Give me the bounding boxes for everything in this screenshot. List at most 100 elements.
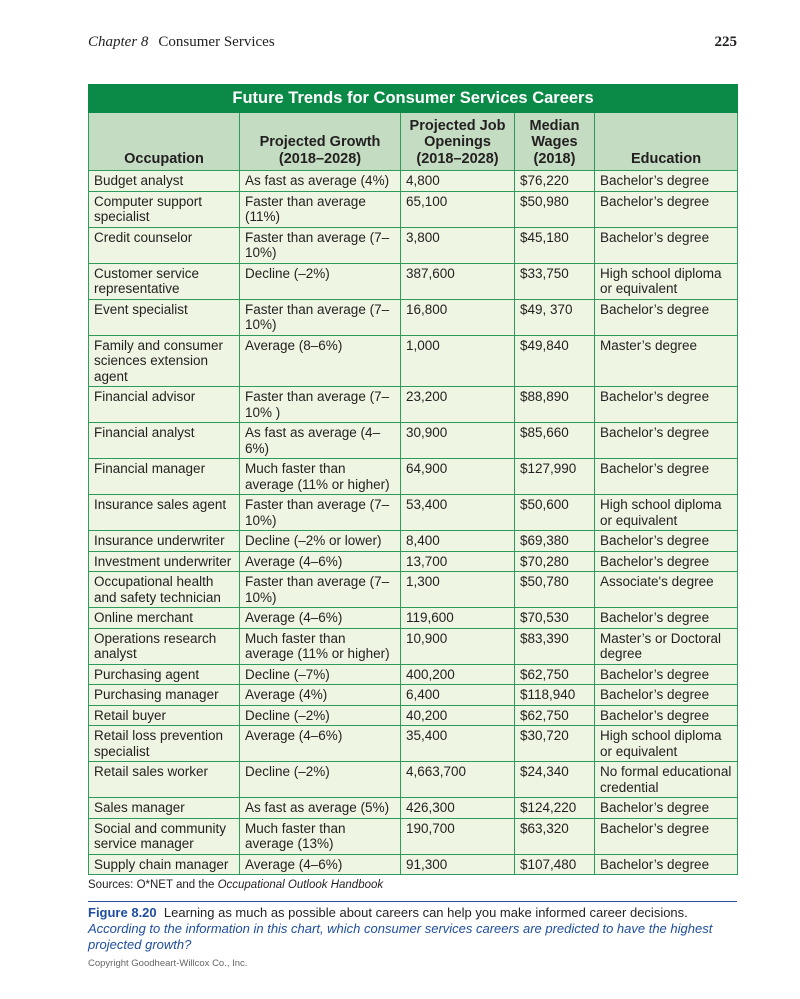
table-cell: 30,900	[400, 422, 515, 459]
table-cell: Faster than average (11%)	[239, 190, 401, 228]
table-title: Future Trends for Consumer Services Care…	[87, 84, 739, 113]
table-cell: Bachelor’s degree	[593, 797, 739, 819]
table-cell: 190,700	[400, 817, 515, 855]
table-cell: Bachelor’s degree	[593, 226, 739, 264]
table-cell: $83,390	[514, 627, 595, 665]
column-header: Education	[593, 112, 739, 171]
table-row: Purchasing agent Decline (–7%) 400,200 $62,…	[88, 663, 739, 685]
table-row: Operations research analyst Much faster t…	[88, 627, 739, 665]
table-row: Computer support specialist Faster than a…	[88, 190, 739, 228]
table-row: Customer service representative Decline (…	[88, 262, 739, 300]
table-cell: 53,400	[400, 494, 515, 531]
table-cell: Average (4–6%)	[239, 607, 401, 629]
table-cell: $69,380	[514, 530, 595, 552]
table-row: Purchasing manager Average (4%) 6,400 $118,…	[88, 684, 739, 706]
table-row: Budget analyst As fast as average (4%) 4,8…	[88, 170, 739, 192]
sources-title: Occupational Outlook Handbook	[217, 879, 384, 891]
column-header: Projected Growth (2018–2028)	[239, 112, 401, 171]
table-cell: Decline (–2%)	[239, 262, 401, 300]
table-cell: Customer service representative	[88, 262, 240, 300]
table-cell: Bachelor’s degree	[593, 170, 739, 192]
table-cell: $49, 370	[514, 298, 595, 336]
table-cell: Bachelor’s degree	[593, 298, 739, 336]
table-cell: As fast as average (5%)	[239, 797, 401, 819]
table-cell: Decline (–2% or lower)	[239, 530, 401, 552]
table-cell: Event specialist	[88, 298, 240, 336]
table-cell: Master’s degree	[593, 334, 739, 387]
table-row: Family and consumer sciences extension a…	[88, 334, 739, 387]
figure-label: Figure 8.20	[88, 905, 157, 920]
table-row: Social and community service manager Much…	[88, 817, 739, 855]
table-cell: $127,990	[514, 458, 595, 495]
table-cell: Operations research analyst	[88, 627, 240, 665]
table-cell: Faster than average (7–10%)	[239, 298, 401, 336]
table-cell: Average (4–6%)	[239, 725, 401, 762]
table-cell: $45,180	[514, 226, 595, 264]
table-cell: 6,400	[400, 684, 515, 706]
table-cell: 13,700	[400, 550, 515, 572]
figure-caption: Figure 8.20 Learning as much as possible…	[88, 905, 743, 953]
table-cell: Purchasing manager	[88, 684, 240, 706]
table-row: Supply chain manager Average (4–6%) 91,300…	[88, 853, 739, 875]
table-row: Insurance underwriter Decline (–2% or low…	[88, 530, 739, 552]
table-cell: 1,300	[400, 571, 515, 608]
table-cell: 23,200	[400, 386, 515, 423]
table-cell: High school diploma or equivalent	[593, 725, 739, 762]
table-cell: Sales manager	[88, 797, 240, 819]
table-row: Insurance sales agent Faster than average…	[88, 494, 739, 531]
table-cell: Bachelor’s degree	[593, 684, 739, 706]
table-cell: Average (4%)	[239, 684, 401, 706]
table-row: Investment underwriter Average (4–6%) 13,7…	[88, 550, 739, 572]
table-cell: Purchasing agent	[88, 663, 240, 685]
table-cell: 10,900	[400, 627, 515, 665]
table-cell: Faster than average (7–10% )	[239, 386, 401, 423]
table-row: Retail sales worker Decline (–2%) 4,663,70…	[88, 761, 739, 798]
table-cell: $118,940	[514, 684, 595, 706]
table-cell: 4,800	[400, 170, 515, 192]
table-cell: High school diploma or equivalent	[593, 262, 739, 300]
table-cell: $63,320	[514, 817, 595, 855]
column-header: Median Wages (2018)	[514, 112, 595, 171]
table-cell: As fast as average (4%)	[239, 170, 401, 192]
chapter-label: Chapter 8	[88, 34, 149, 50]
section-label: Consumer Services	[158, 34, 275, 50]
table-cell: Retail sales worker	[88, 761, 240, 798]
table-row: Financial analyst As fast as average (4–6…	[88, 422, 739, 459]
table-cell: High school diploma or equivalent	[593, 494, 739, 531]
table-cell: Bachelor’s degree	[593, 190, 739, 228]
running-head: Chapter 8 Consumer Services 225	[88, 34, 737, 51]
table-cell: Retail buyer	[88, 704, 240, 726]
table-cell: 91,300	[400, 853, 515, 875]
table-cell: Family and consumer sciences extension a…	[88, 334, 240, 387]
table-cell: 16,800	[400, 298, 515, 336]
table-cell: 64,900	[400, 458, 515, 495]
table-row: Retail buyer Decline (–2%) 40,200 $62,750 Ba…	[88, 704, 739, 726]
table-cell: $124,220	[514, 797, 595, 819]
column-header: Occupation	[88, 112, 240, 171]
table-cell: Bachelor’s degree	[593, 607, 739, 629]
table-cell: 65,100	[400, 190, 515, 228]
table-cell: $50,780	[514, 571, 595, 608]
table-cell: Bachelor’s degree	[593, 422, 739, 459]
table-cell: $62,750	[514, 704, 595, 726]
table-row: Event specialist Faster than average (7–1…	[88, 298, 739, 336]
table-row: Occupational health and safety technicia…	[88, 571, 739, 608]
table-cell: Decline (–7%)	[239, 663, 401, 685]
table-cell: $24,340	[514, 761, 595, 798]
column-header: Projected Job Openings (2018–2028)	[400, 112, 515, 171]
table-cell: Financial analyst	[88, 422, 240, 459]
table-cell: Decline (–2%)	[239, 704, 401, 726]
table-cell: $62,750	[514, 663, 595, 685]
table-cell: Credit counselor	[88, 226, 240, 264]
table-cell: $33,750	[514, 262, 595, 300]
sources-prefix: Sources: O*NET and the	[88, 879, 218, 891]
table-cell: Average (4–6%)	[239, 550, 401, 572]
table-cell: Bachelor’s degree	[593, 663, 739, 685]
table-cell: Social and community service manager	[88, 817, 240, 855]
table-cell: Supply chain manager	[88, 853, 240, 875]
table-cell: $85,660	[514, 422, 595, 459]
table-cell: 3,800	[400, 226, 515, 264]
table-cell: Occupational health and safety technicia…	[88, 571, 240, 608]
table-cell: $88,890	[514, 386, 595, 423]
table-cell: $70,280	[514, 550, 595, 572]
